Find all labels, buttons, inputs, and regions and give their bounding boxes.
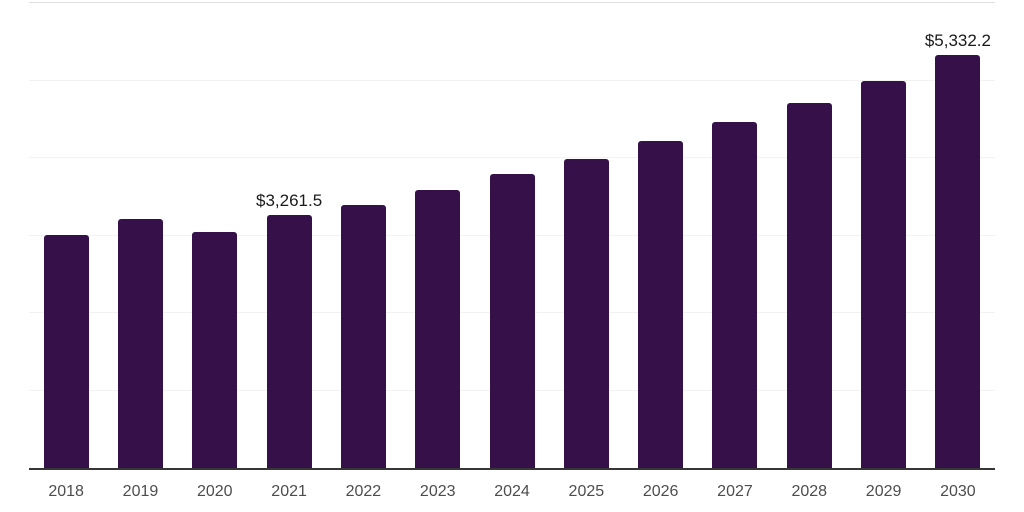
- bar-2027: [712, 122, 758, 468]
- bar-2025: [563, 159, 609, 468]
- bar-2021: [266, 215, 312, 468]
- bar-2029: [861, 80, 907, 468]
- bar-slot-2022: [326, 204, 400, 468]
- x-tick-2022: 2022: [345, 483, 382, 500]
- x-tick-2021: 2021: [271, 483, 307, 500]
- x-tick-2019: 2019: [122, 483, 159, 500]
- plot-area: $3,261.5 $5,332.2: [29, 2, 995, 470]
- bar-slot-2026: [624, 141, 698, 468]
- x-tick-2028: 2028: [791, 483, 828, 500]
- bar-2018: [43, 234, 89, 468]
- bar-2023: [415, 189, 461, 468]
- bar-2019: [117, 218, 163, 468]
- bar-2024: [489, 173, 535, 468]
- gridline-5000: [29, 79, 995, 81]
- bar-slot-2030: $5,332.2: [921, 32, 995, 468]
- bar-2028: [786, 102, 832, 468]
- x-tick-2029: 2029: [865, 483, 902, 500]
- bar-slot-2019: [103, 218, 177, 468]
- bar-slot-2021: $3,261.5: [252, 192, 326, 468]
- x-tick-2018: 2018: [48, 483, 84, 500]
- bars-row: $3,261.5 $5,332.2: [29, 3, 995, 468]
- bar-slot-2028: [772, 102, 846, 468]
- bar-2026: [638, 141, 684, 468]
- bar-slot-2020: [178, 231, 252, 468]
- bar-2022: [340, 204, 386, 468]
- bar-slot-2018: [29, 234, 103, 468]
- bar-slot-2024: [475, 173, 549, 468]
- bar-2030: [935, 54, 981, 468]
- bar-value-label-2021: $3,261.5: [256, 191, 323, 211]
- x-tick-2026: 2026: [642, 483, 679, 500]
- bar-slot-2029: [846, 80, 920, 468]
- x-tick-2024: 2024: [494, 483, 530, 500]
- bar-value-label-2030: $5,332.2: [924, 30, 991, 50]
- x-tick-2020: 2020: [196, 483, 233, 500]
- x-tick-2025: 2025: [568, 483, 605, 500]
- bar-2020: [192, 231, 238, 468]
- x-tick-2030: 2030: [940, 483, 976, 500]
- bar-slot-2023: [401, 189, 475, 468]
- gridline-4000: [29, 157, 995, 158]
- x-axis: 2018 2019 2020 2021 2022 2023 2024 2025 2026 2027…: [29, 482, 995, 502]
- x-tick-2027: 2027: [717, 483, 753, 500]
- x-tick-2023: 2023: [419, 483, 456, 500]
- bar-slot-2025: [549, 159, 623, 468]
- bar-slot-2027: [698, 122, 772, 468]
